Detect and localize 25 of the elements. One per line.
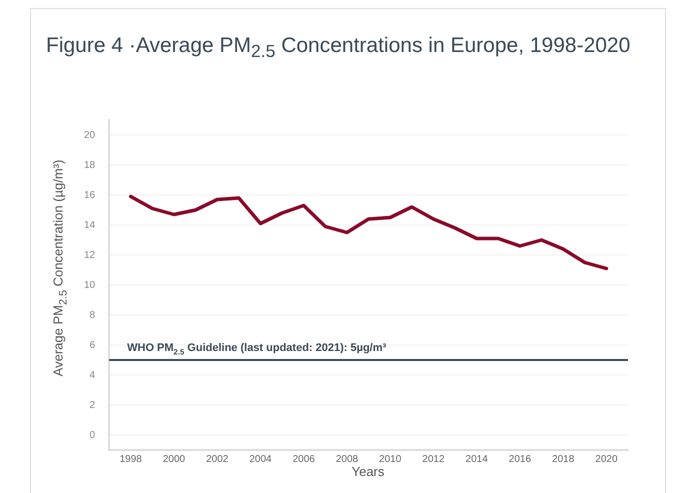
x-tick-label: 2016 [508,454,532,465]
y-tick-label: 8 [90,310,96,321]
x-tick-label: 2010 [379,454,402,465]
y-tick-label: 16 [84,190,96,201]
x-tick-label: 2002 [206,454,229,465]
x-tick-label: 2018 [552,454,575,465]
y-tick-label: 18 [84,160,96,171]
y-tick-label: 0 [90,430,96,441]
y-tick-label: 6 [90,340,96,351]
y-tick-label: 10 [84,280,96,291]
x-tick-label: 2014 [466,454,488,465]
x-tick-label: 2008 [336,454,358,465]
y-tick-label: 4 [90,370,96,381]
x-axis-title: Years [352,464,384,479]
x-tick-label: 2012 [422,454,445,465]
x-tick-label: 2004 [249,454,272,465]
chart-title: Figure 4 ·Average PM$_{2.5}$ Concentrations in Europe, 1998-2020 [46,34,630,62]
x-tick-label: 1998 [120,454,142,465]
y-tick-label: 20 [84,130,96,141]
y-tick-label: 2 [90,400,96,411]
x-tick-label: 2020 [595,454,618,465]
y-tick-label: 14 [84,220,96,231]
x-tick-label: 2006 [292,454,316,465]
y-tick-label: 12 [84,250,96,261]
x-tick-label: 2000 [162,454,186,465]
